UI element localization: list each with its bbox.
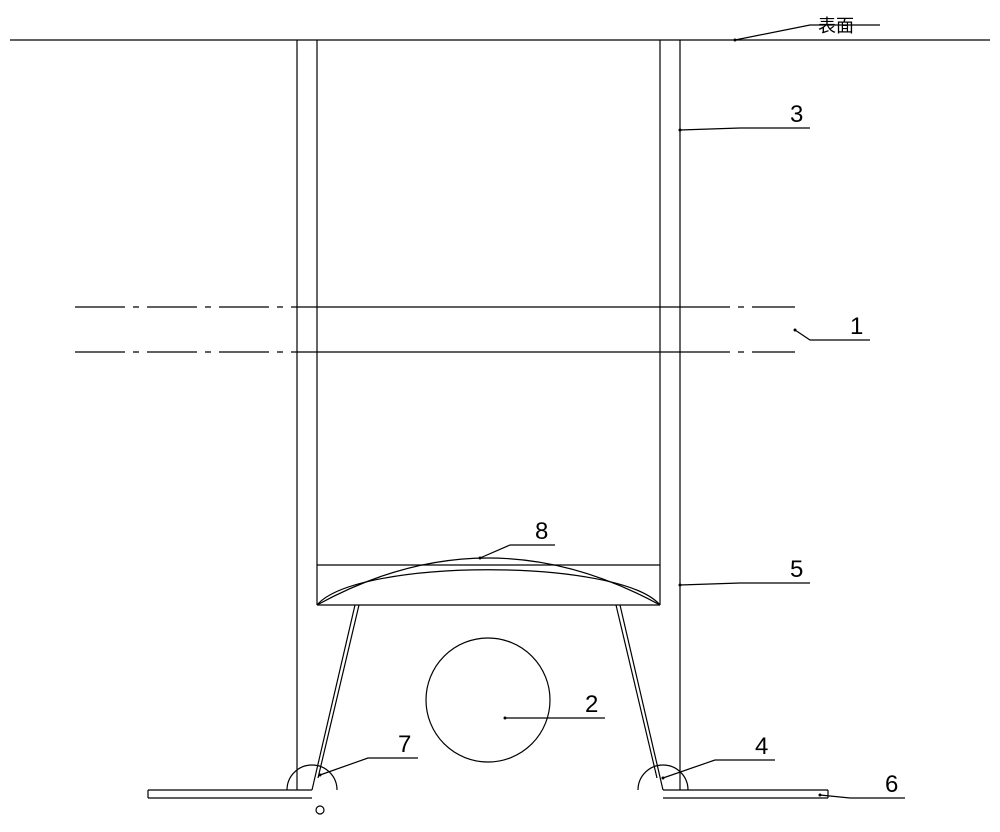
svg-text:2: 2 bbox=[585, 691, 598, 718]
svg-text:4: 4 bbox=[755, 733, 768, 760]
svg-text:5: 5 bbox=[790, 556, 803, 583]
svg-text:8: 8 bbox=[535, 518, 548, 545]
engineering-diagram: 表面 3 1 8 5 2 4 6 7 bbox=[0, 0, 1000, 832]
svg-text:3: 3 bbox=[790, 101, 803, 128]
svg-text:6: 6 bbox=[885, 771, 898, 798]
svg-text:7: 7 bbox=[398, 731, 411, 758]
svg-text:表面: 表面 bbox=[818, 16, 854, 36]
svg-text:1: 1 bbox=[850, 313, 863, 340]
